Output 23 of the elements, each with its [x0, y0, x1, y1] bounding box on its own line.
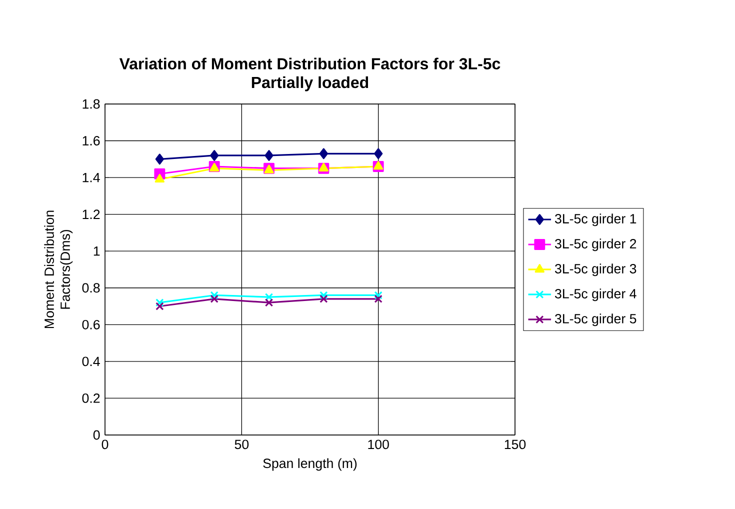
- y-tick-label: 0.2: [82, 393, 100, 403]
- y-tick-label: 1.8: [82, 99, 100, 109]
- legend-label: 3L-5c girder 3: [555, 264, 636, 276]
- x-tick-label: 0: [102, 440, 108, 450]
- y-axis-title: Moment Distribution Factors(Dms): [44, 210, 73, 328]
- x-tick-label: 100: [368, 440, 389, 450]
- legend-label: 3L-5c girder 2: [555, 238, 636, 252]
- y-tick-label: 1.6: [82, 136, 100, 146]
- x-axis-title: Span length (m): [263, 458, 357, 471]
- chart-title: Variation of Moment Distribution Factors for 3L-5c: [119, 58, 500, 70]
- legend-label: 3L-5c girder 5: [555, 314, 636, 326]
- x-tick-label: 150: [504, 440, 526, 450]
- y-tick-label: 0: [93, 430, 100, 440]
- y-tick-label: 1.4: [82, 172, 100, 182]
- y-tick-label: 0.4: [82, 356, 100, 366]
- x-tick-label: 50: [234, 440, 249, 450]
- y-tick-label: 1.2: [82, 210, 100, 219]
- legend-label: 3L-5c girder 4: [555, 288, 636, 302]
- chart-subtitle: Partially loaded: [252, 76, 368, 92]
- legend-label: 3L-5c girder 1: [555, 214, 636, 226]
- y-tick-label: 0.6: [82, 320, 100, 330]
- y-tick-label: 1: [94, 246, 100, 256]
- y-tick-label: 0.8: [82, 283, 100, 293]
